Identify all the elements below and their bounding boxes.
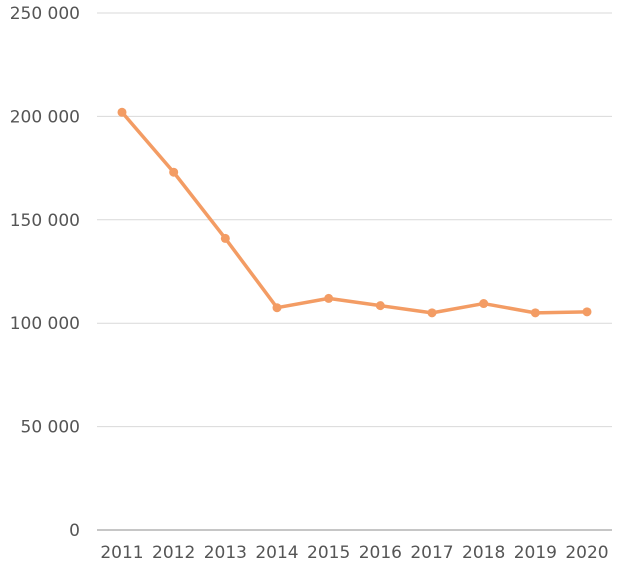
data-point xyxy=(375,301,385,311)
data-point xyxy=(479,299,489,309)
y-tick-label: 50 000 xyxy=(21,418,80,438)
data-points xyxy=(117,107,592,318)
x-axis-tick-labels: 2011 2012 2013 2014 2015 2016 2017 2018 2019 2020 xyxy=(100,543,608,563)
data-point xyxy=(324,293,334,303)
y-tick-label: 250 000 xyxy=(10,4,80,24)
series-line xyxy=(120,110,589,315)
data-point xyxy=(220,233,230,243)
data-point xyxy=(582,307,592,317)
y-tick-label: 0 xyxy=(69,521,80,541)
y-axis-tick-labels: 0 50 000 100 000 150 000 200 000 250 000 xyxy=(10,4,80,541)
data-point xyxy=(530,308,540,318)
y-tick-label: 150 000 xyxy=(10,211,80,231)
y-tick-label: 100 000 xyxy=(10,314,80,334)
x-tick-label: 2013 xyxy=(204,543,247,563)
x-tick-label: 2014 xyxy=(255,543,298,563)
data-point xyxy=(272,303,282,313)
x-tick-label: 2019 xyxy=(514,543,557,563)
y-tick-label: 200 000 xyxy=(10,107,80,127)
x-tick-label: 2015 xyxy=(307,543,350,563)
x-tick-label: 2018 xyxy=(462,543,505,563)
data-point xyxy=(117,107,127,117)
data-point xyxy=(169,167,179,177)
x-tick-label: 2012 xyxy=(152,543,195,563)
x-tick-label: 2017 xyxy=(410,543,453,563)
x-tick-label: 2016 xyxy=(359,543,402,563)
data-point xyxy=(427,308,437,318)
gridlines xyxy=(97,12,612,531)
x-tick-label: 2020 xyxy=(565,543,608,563)
x-tick-label: 2011 xyxy=(100,543,143,563)
series-lines xyxy=(120,110,589,315)
